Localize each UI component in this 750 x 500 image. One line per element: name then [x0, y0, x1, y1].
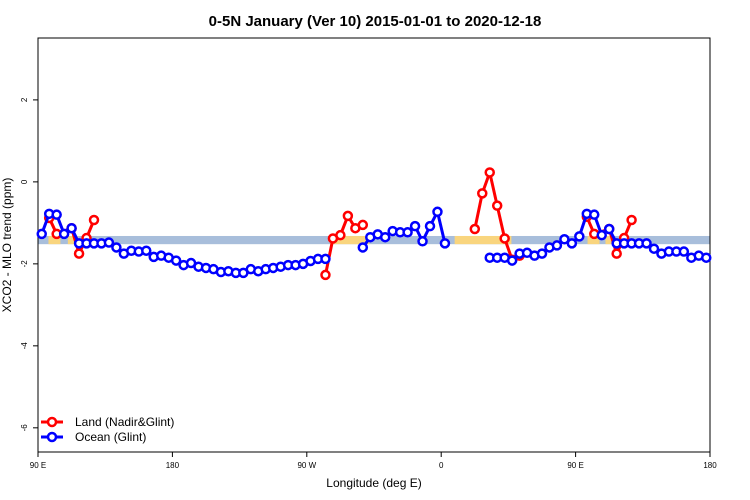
series-point: [491, 200, 503, 211]
y-tick-label: -4: [20, 342, 29, 350]
series-point: [603, 223, 615, 235]
series-point: [402, 227, 413, 238]
x-tick-label: 90 E: [567, 461, 583, 470]
series-point: [320, 253, 331, 265]
series-point: [342, 210, 354, 222]
x-tick-label: 180: [166, 461, 180, 470]
legend-marker: [46, 416, 58, 428]
series-point: [357, 219, 369, 231]
series-point: [559, 234, 570, 245]
series-point: [701, 252, 712, 263]
x-tick-label: 0: [439, 461, 444, 470]
series-point: [469, 223, 481, 235]
series-point: [66, 222, 77, 234]
x-tick-label: 90 W: [297, 461, 316, 470]
series-point: [439, 238, 451, 249]
series-point: [641, 238, 652, 249]
series-point: [88, 214, 100, 226]
legend-label: Land (Nadir&Glint): [75, 415, 174, 429]
series-point: [432, 206, 443, 218]
y-tick-label: -6: [20, 424, 29, 432]
series-point: [335, 229, 346, 241]
series-point: [141, 245, 152, 256]
plot-frame: [37, 37, 711, 453]
series-point: [648, 243, 660, 254]
series-point: [596, 229, 607, 241]
series-point: [424, 220, 436, 232]
y-tick-label: 2: [20, 97, 29, 102]
series-line: [473, 170, 521, 262]
series-point: [111, 242, 122, 253]
series-point: [678, 246, 690, 257]
series-point: [73, 248, 85, 259]
x-tick-label: 180: [703, 461, 717, 470]
highlight-range: [329, 235, 370, 245]
series-point: [484, 167, 495, 178]
series-point: [51, 209, 62, 220]
x-axis-label: Longitude (deg E): [326, 476, 421, 490]
y-axis-label: XCO2 - MLO trend (ppm): [0, 178, 14, 313]
series-point: [170, 255, 182, 266]
series-point: [357, 242, 369, 253]
series-point: [477, 188, 488, 199]
y-tick-label: -2: [20, 260, 29, 268]
highlight-range: [587, 235, 600, 245]
highlight-range: [605, 235, 614, 245]
series-point: [551, 240, 563, 251]
series-point: [611, 248, 622, 259]
y-tick-label: 0: [20, 179, 29, 184]
series-point: [103, 237, 115, 248]
highlight-range: [48, 235, 61, 245]
series-point: [58, 228, 70, 240]
series-point: [536, 248, 548, 259]
legend-label: Ocean (Glint): [75, 430, 146, 444]
series-point: [499, 233, 510, 244]
highlight-range: [67, 235, 79, 245]
x-tick-label: 90 E: [30, 461, 46, 470]
series-point: [36, 228, 47, 240]
highlight-range: [454, 235, 512, 245]
series-point: [320, 269, 331, 281]
legend-marker: [46, 431, 58, 443]
series-point: [379, 231, 391, 243]
chart-title: 0-5N January (Ver 10) 2015-01-01 to 2020…: [209, 13, 542, 30]
series-point: [409, 220, 421, 232]
series-point: [417, 236, 428, 247]
series-point: [566, 238, 578, 249]
series-point: [626, 214, 637, 226]
series-point: [574, 231, 585, 242]
series-point: [589, 209, 600, 220]
series-point: [506, 255, 518, 266]
